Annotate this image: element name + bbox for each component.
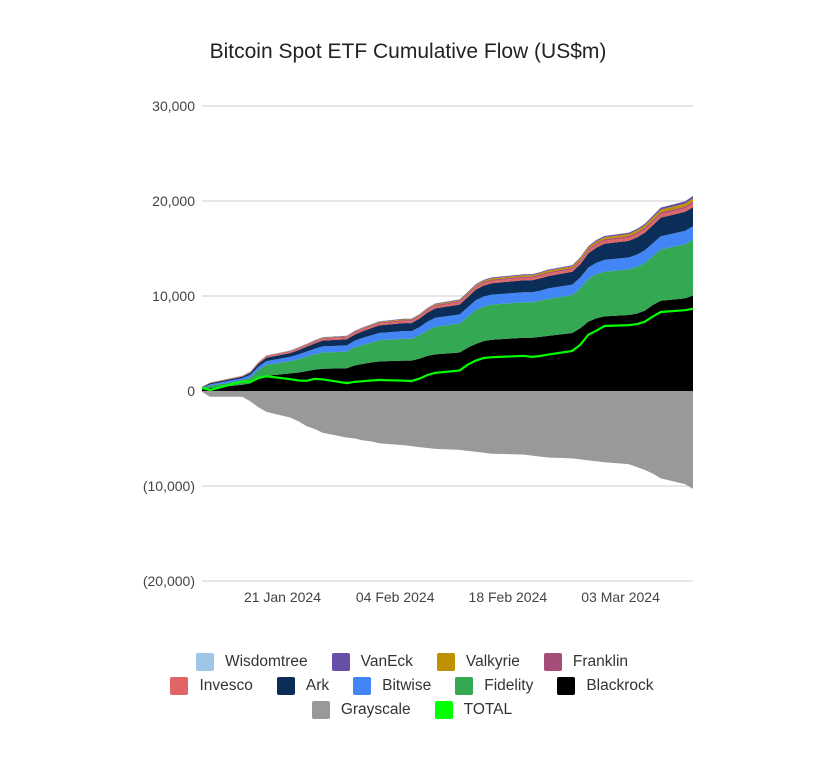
- legend-swatch: [434, 701, 453, 719]
- area-ark: [202, 207, 693, 388]
- legend-label: Invesco: [199, 677, 253, 694]
- x-tick-label: 18 Feb 2024: [469, 589, 548, 605]
- legend-label: Ark: [305, 677, 330, 694]
- axis-labels: 30,000 20,000 10,000 0 (10,000) (20,000) 21 Ja…: [143, 98, 660, 605]
- legend-item-grayscale[interactable]: Grayscale: [311, 701, 411, 719]
- legend-label: Bitwise: [382, 677, 432, 694]
- legend-label: Grayscale: [340, 701, 411, 718]
- legend-swatch: [436, 653, 455, 671]
- legend: Wisdomtree VanEck Valkyrie Franklin Invesco A…: [0, 650, 824, 722]
- chart-svg: Bitcoin Spot ETF Cumulative Flow (US$m) …: [143, 40, 694, 605]
- area-bitwise: [202, 226, 693, 389]
- area-series: [202, 195, 693, 489]
- legend-item-wisdomtree[interactable]: Wisdomtree: [195, 653, 308, 671]
- legend-label: Blackrock: [586, 677, 654, 694]
- y-tick-label: 0: [187, 383, 195, 399]
- legend-row: Wisdomtree VanEck Valkyrie Franklin: [0, 650, 824, 674]
- y-tick-label: (10,000): [143, 478, 195, 494]
- x-tick-label: 03 Mar 2024: [581, 589, 660, 605]
- legend-item-blackrock[interactable]: Blackrock: [557, 677, 654, 695]
- legend-swatch: [276, 677, 295, 695]
- x-tick-label: 04 Feb 2024: [356, 589, 435, 605]
- y-tick-label: 20,000: [152, 193, 195, 209]
- legend-swatch: [543, 653, 562, 671]
- legend-row: Invesco Ark Bitwise Fidelity Blackrock: [0, 674, 824, 698]
- legend-item-total[interactable]: TOTAL: [434, 701, 513, 719]
- legend-swatch: [353, 677, 372, 695]
- legend-swatch: [311, 701, 330, 719]
- legend-row: Grayscale TOTAL: [0, 698, 824, 722]
- legend-item-invesco[interactable]: Invesco: [170, 677, 253, 695]
- y-tick-label: 30,000: [152, 98, 195, 114]
- legend-label: Valkyrie: [465, 653, 520, 670]
- legend-item-fidelity[interactable]: Fidelity: [455, 677, 533, 695]
- area-blackrock: [202, 295, 693, 391]
- chart-title: Bitcoin Spot ETF Cumulative Flow (US$m): [210, 40, 607, 63]
- legend-label: Franklin: [572, 653, 629, 670]
- line-total: [201, 307, 694, 392]
- legend-item-ark[interactable]: Ark: [276, 677, 330, 695]
- area-grayscale: [202, 391, 693, 489]
- legend-swatch: [557, 677, 576, 695]
- total-line: [201, 307, 694, 392]
- y-tick-label: 10,000: [152, 288, 195, 304]
- legend-label: VanEck: [360, 653, 413, 670]
- legend-swatch: [195, 653, 214, 671]
- legend-label: Wisdomtree: [224, 653, 308, 670]
- legend-swatch: [331, 653, 350, 671]
- legend-item-valkyrie[interactable]: Valkyrie: [436, 653, 520, 671]
- legend-swatch: [170, 677, 189, 695]
- x-tick-label: 21 Jan 2024: [244, 589, 321, 605]
- legend-swatch: [455, 677, 474, 695]
- legend-label: Fidelity: [484, 677, 534, 694]
- y-tick-label: (20,000): [143, 573, 195, 589]
- legend-label: TOTAL: [463, 701, 513, 718]
- legend-item-franklin[interactable]: Franklin: [543, 653, 629, 671]
- legend-item-bitwise[interactable]: Bitwise: [353, 677, 431, 695]
- area-fidelity: [202, 239, 693, 390]
- legend-item-vaneck[interactable]: VanEck: [331, 653, 413, 671]
